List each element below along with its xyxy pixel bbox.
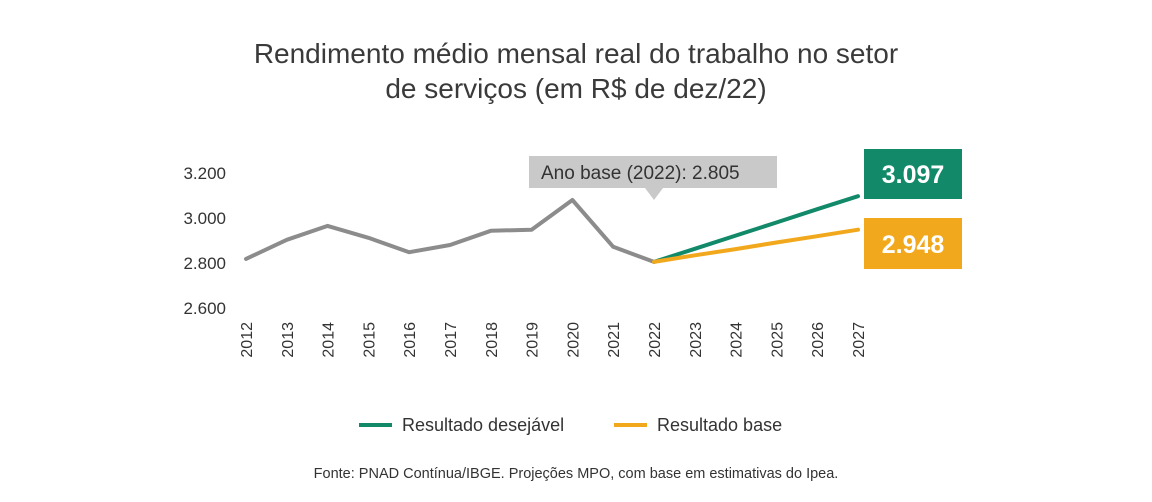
x-tick-label: 2021 [606,322,623,358]
base-year-callout-label: Ano base (2022): 2.805 [541,163,740,184]
series-line-historical [244,198,656,264]
x-tick-label: 2024 [729,322,746,358]
x-tick-label: 2025 [769,322,786,358]
chart-legend: Resultado desejável Resultado base [359,415,782,435]
legend-label-desired: Resultado desejável [402,415,564,435]
base-year-callout-pointer [645,188,663,200]
chart-axes: 2.600 2.800 3.000 3.200 2012 2013 2014 2015 2016… [183,164,868,358]
x-tick-label: 2019 [525,322,542,358]
series-line-base [652,227,860,264]
y-tick-label: 2.800 [183,254,226,273]
x-tick-label: 2015 [361,322,378,358]
x-tick-label: 2014 [321,322,338,358]
base-end-value-box [864,218,962,269]
legend-label-base: Resultado base [657,415,782,435]
base-end-value-label: 2.948 [882,231,945,259]
source-note: Fonte: PNAD Contínua/IBGE. Projeções MPO… [313,466,839,482]
y-tick-label: 3.200 [183,164,226,183]
series-line-desired [652,194,860,264]
chart-annotations: Ano base (2022): 2.805 3.097 2.948 [529,149,962,269]
x-tick-label: 2026 [810,322,827,358]
x-tick-label: 2023 [688,322,705,358]
x-tick-label: 2016 [402,322,419,358]
x-tick-label: 2027 [851,322,868,358]
chart-series [244,194,860,264]
x-tick-label: 2017 [443,322,460,358]
desired-end-value-label: 3.097 [882,161,945,189]
desired-end-value-box [864,149,962,199]
x-tick-label: 2013 [280,322,297,358]
base-year-callout-box [529,156,777,188]
y-tick-label: 2.600 [183,299,226,318]
chart-title-line-2: de serviços (em R$ de dez/22) [385,73,767,104]
x-tick-label: 2012 [239,322,256,358]
x-tick-label: 2018 [484,322,501,358]
x-tick-label: 2022 [647,322,664,358]
chart-title-line-1: Rendimento médio mensal real do trabalho… [253,38,899,69]
chart-title: Rendimento médio mensal real do trabalho… [0,36,1152,106]
x-tick-label: 2020 [565,322,582,358]
y-tick-label: 3.000 [183,209,226,228]
